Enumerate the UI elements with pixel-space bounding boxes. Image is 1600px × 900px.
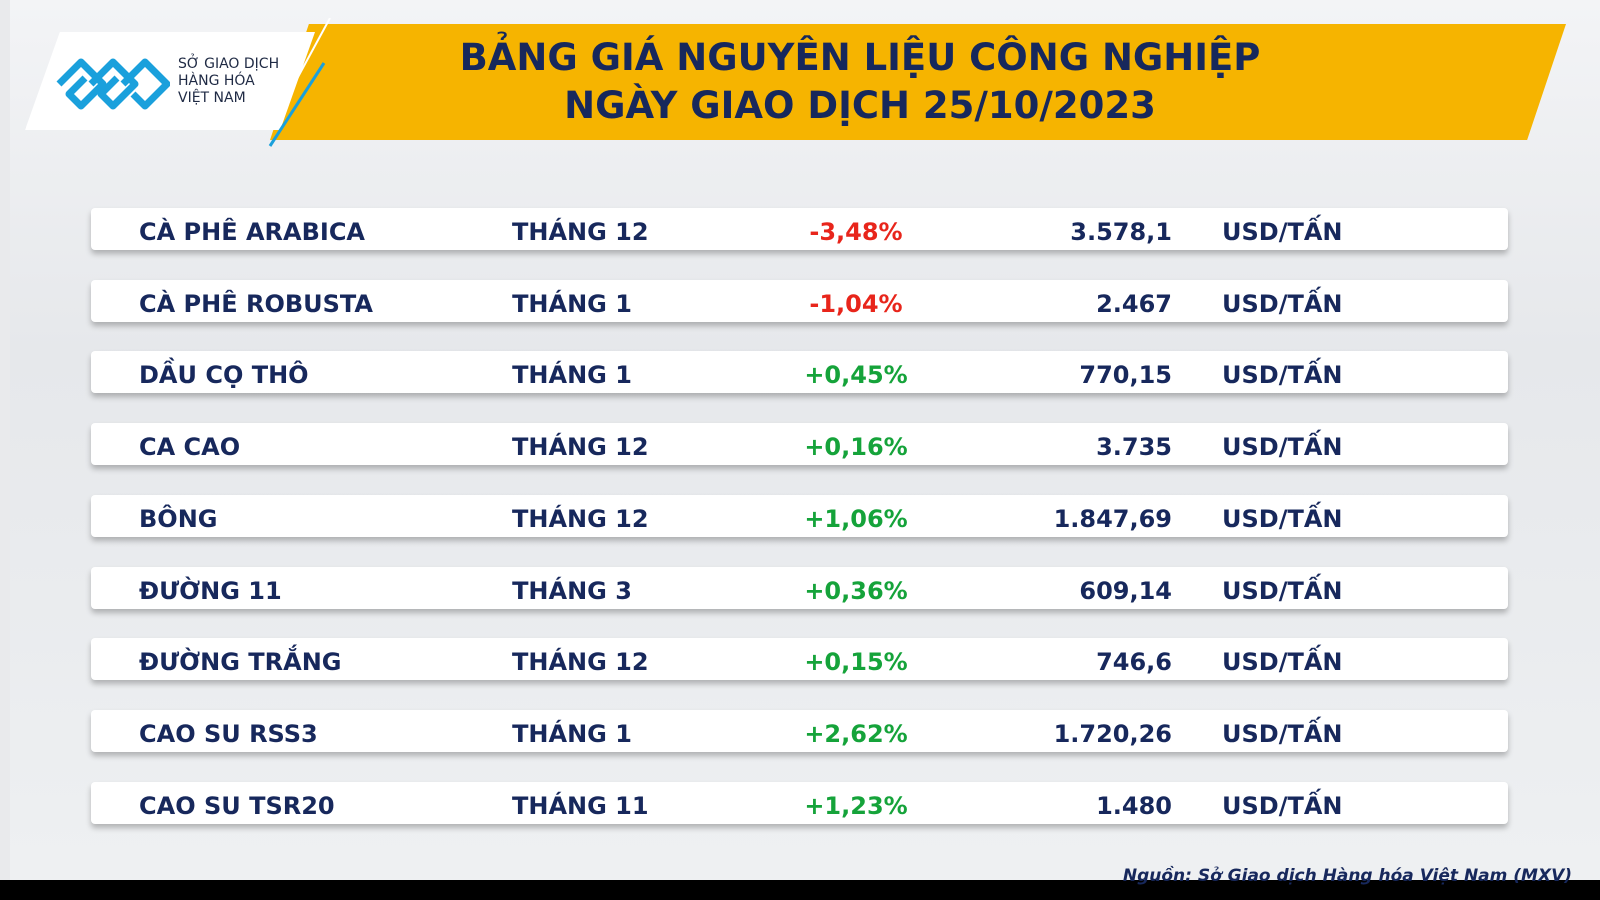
table-row: CÀ PHÊ ARABICA THÁNG 12 -3,48% 3.578,1 USD/T… [91, 208, 1508, 250]
change: -1,04% [809, 289, 903, 318]
change: +1,06% [804, 504, 908, 533]
unit: USD/TẤN [1222, 289, 1343, 318]
unit: USD/TẤN [1222, 504, 1343, 533]
price: 770,15 [1079, 361, 1172, 390]
contract-month: THÁNG 1 [512, 719, 632, 748]
price: 1.480 [1096, 791, 1172, 820]
contract-month: THÁNG 12 [512, 218, 649, 246]
accent-lines [268, 18, 331, 147]
commodity: ĐƯỜNG 11 [139, 576, 282, 605]
logo-text: SỞ GIAO DỊCH HÀNG HÓA VIỆT NAM [178, 56, 279, 107]
table-row: CA CAO THÁNG 12 +0,16% 3.735 USD/TẤN [91, 423, 1508, 466]
unit: USD/TẤN [1222, 791, 1343, 820]
contract-month: THÁNG 3 [512, 576, 632, 605]
table-row: CÀ PHÊ ROBUSTA THÁNG 1 -1,04% 2.467 USD/TẤN [91, 279, 1508, 322]
table-row: ĐƯỜNG 11 THÁNG 3 +0,36% 609,14 USD/TẤN [91, 566, 1508, 609]
change: +0,15% [804, 648, 908, 677]
source-note: Nguồn: Sở Giao dịch Hàng hóa Việt Nam (M… [1122, 866, 1572, 886]
table-row: BÔNG THÁNG 12 +1,06% 1.847,69 USD/TẤN [91, 494, 1508, 537]
commodity: BÔNG [139, 504, 218, 533]
contract-month: THÁNG 12 [512, 504, 649, 533]
commodity: DẦU CỌ THÔ [139, 361, 309, 390]
header-band [270, 24, 1566, 140]
table-row: DẦU CỌ THÔ THÁNG 1 +0,45% 770,15 USD/TẤN [91, 351, 1508, 394]
logo-line: HÀNG HÓA [178, 73, 255, 89]
change: +0,16% [804, 433, 908, 462]
unit: USD/TẤN [1222, 361, 1343, 390]
commodity: CAO SU RSS3 [139, 719, 318, 748]
change: -3,48% [809, 218, 903, 246]
price: 1.720,26 [1053, 719, 1172, 748]
price: 2.467 [1096, 289, 1172, 318]
unit: USD/TẤN [1222, 648, 1343, 677]
unit: USD/TẤN [1222, 576, 1343, 605]
unit: USD/TẤN [1222, 433, 1343, 462]
contract-month: THÁNG 11 [512, 791, 649, 820]
commodity: ĐƯỜNG TRẮNG [139, 648, 342, 677]
commodity: CAO SU TSR20 [139, 791, 335, 820]
price: 3.735 [1096, 433, 1172, 462]
price: 1.847,69 [1053, 504, 1172, 533]
logo-line: SỞ GIAO DỊCH [178, 56, 280, 72]
logo-line: VIỆT NAM [178, 90, 246, 106]
unit: USD/TẤN [1222, 719, 1343, 748]
table-row: CAO SU TSR20 THÁNG 11 +1,23% 1.480 USD/TẤN [91, 781, 1508, 824]
commodity: CA CAO [139, 433, 241, 462]
table-row: ĐƯỜNG TRẮNG THÁNG 12 +0,15% 746,6 USD/TẤN [91, 638, 1508, 681]
contract-month: THÁNG 1 [512, 361, 632, 390]
logo-box [25, 32, 315, 130]
price: 746,6 [1096, 648, 1172, 677]
commodity: CÀ PHÊ ARABICA [139, 218, 366, 246]
title-line: NGÀY GIAO DỊCH 25/10/2023 [564, 84, 1156, 127]
bottom-bar [0, 880, 1600, 900]
unit: USD/TẤN [1222, 218, 1343, 246]
contract-month: THÁNG 12 [512, 433, 649, 462]
change: +1,23% [804, 791, 908, 820]
change: +2,62% [804, 719, 908, 748]
change: +0,45% [804, 361, 908, 390]
change: +0,36% [804, 576, 908, 605]
table-row: CAO SU RSS3 THÁNG 1 +2,62% 1.720,26 USD/TẤN [91, 709, 1508, 752]
price: 3.578,1 [1070, 218, 1172, 246]
commodity: CÀ PHÊ ROBUSTA [139, 289, 373, 318]
price: 609,14 [1079, 576, 1172, 605]
logo-mark [56, 58, 170, 110]
contract-month: THÁNG 12 [512, 648, 649, 677]
title-line: BẢNG GIÁ NGUYÊN LIỆU CÔNG NGHIỆP [459, 36, 1261, 79]
contract-month: THÁNG 1 [512, 289, 632, 318]
